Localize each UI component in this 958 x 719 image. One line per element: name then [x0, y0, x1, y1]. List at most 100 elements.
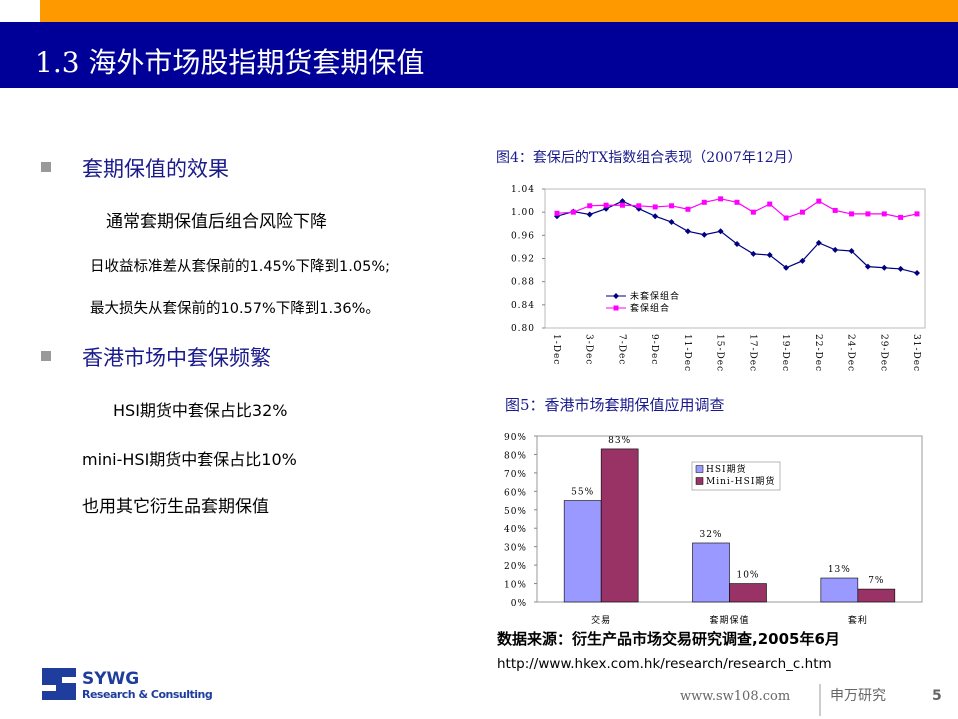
y-tick-label: 70% [504, 470, 527, 480]
bar [563, 500, 602, 603]
marker [914, 269, 920, 276]
source: 数据来源：衍生产品市场交易研究调查,2005年6月 [497, 630, 840, 648]
marker [570, 209, 576, 215]
marker [684, 228, 691, 235]
data-label: 83% [608, 436, 631, 446]
bullet-text: 套期保值的效果 [82, 157, 229, 181]
marker [914, 211, 920, 217]
marker [652, 213, 659, 220]
y-tick-label: 1.04 [511, 185, 535, 195]
marker [816, 198, 822, 204]
marker [783, 264, 790, 271]
legend-label: 套保组合 [630, 302, 670, 314]
y-tick-label: 50% [504, 507, 527, 517]
bar [820, 577, 859, 603]
marker [898, 214, 904, 220]
x-tick-label: 19-Dec [780, 334, 790, 372]
bar [857, 588, 896, 603]
org: 申万研究 [830, 688, 886, 704]
marker [668, 219, 675, 226]
logo: SYWG [82, 669, 139, 689]
x-tick-label: 29-Dec [878, 334, 888, 372]
bar [692, 542, 730, 603]
marker [864, 263, 871, 270]
x-tick-label: 31-Dec [911, 334, 921, 372]
chart-title: 图4：套保后的TX指数组合表现（2007年12月） [496, 150, 802, 166]
marker [717, 228, 724, 235]
marker [603, 202, 609, 208]
marker [718, 196, 724, 202]
marker [815, 239, 822, 246]
marker [750, 250, 757, 257]
marker [586, 211, 593, 218]
marker [701, 231, 708, 238]
title-bar [0, 22, 958, 88]
bullet-text: 香港市场中套保频繁 [82, 346, 271, 370]
y-tick-label: 30% [504, 544, 527, 554]
y-tick-label: 0% [511, 599, 527, 609]
marker [636, 203, 642, 209]
y-tick-label: 10% [504, 581, 527, 591]
marker [799, 257, 806, 264]
x-tick-label: 7-Dec [616, 334, 626, 365]
chart-title: 图5：香港市场套期保值应用调查 [505, 396, 725, 414]
marker [701, 199, 707, 205]
x-tick-label: 24-Dec [846, 334, 856, 372]
y-tick-label: 40% [504, 525, 527, 535]
bar [729, 583, 767, 603]
marker [881, 211, 887, 217]
legend-box [691, 461, 781, 491]
marker [766, 252, 773, 259]
bullet [41, 351, 51, 361]
marker [897, 265, 904, 272]
y-tick-label: 20% [504, 562, 527, 572]
y-tick-label: 1.00 [511, 208, 535, 218]
data-label: 32% [699, 530, 722, 540]
line [556, 200, 918, 274]
marker [849, 211, 855, 217]
legend-swatch [695, 465, 704, 473]
data-label: 10% [736, 571, 759, 581]
marker [881, 264, 888, 271]
data-label: 55% [571, 488, 594, 498]
bar [600, 448, 639, 603]
text: 日收益标准差从套保前的1.45%下降到1.05%; [90, 258, 390, 275]
top-band [40, 0, 958, 22]
y-tick-label: 60% [504, 488, 527, 498]
marker [832, 246, 839, 253]
x-tick-label: 交易 [591, 614, 611, 626]
marker [865, 211, 871, 217]
legend-marker [613, 305, 619, 311]
text: 最大损失从套保前的10.57%下降到1.36%。 [90, 300, 380, 317]
x-tick-label: 15-Dec [715, 334, 725, 372]
legend-label: HSI期货 [706, 463, 747, 475]
logo-icon [42, 668, 76, 700]
x-tick-label: 22-Dec [813, 334, 823, 372]
y-tick-label: 0.96 [511, 231, 535, 241]
slide-title: 1.3 海外市场股指期货套期保值 [35, 46, 424, 79]
marker [652, 204, 658, 210]
data-label: 13% [828, 565, 851, 575]
marker [554, 210, 560, 216]
text: HSI期货中套保占比32% [113, 401, 287, 420]
legend-label: Mini-HSI期货 [706, 475, 775, 487]
legend-marker [613, 293, 619, 299]
text: 通常套期保值后组合风险下降 [106, 212, 327, 232]
y-tick-label: 0.88 [511, 278, 535, 288]
x-tick-label: 11-Dec [682, 334, 692, 372]
marker [848, 247, 855, 254]
y-tick-label: 80% [504, 451, 527, 461]
url: www.sw108.com [680, 689, 790, 704]
y-tick-label: 0.80 [511, 324, 535, 334]
marker [587, 203, 593, 209]
marker [685, 206, 691, 212]
y-tick-label: 0.84 [511, 301, 535, 311]
marker [799, 209, 805, 215]
x-tick-label: 3-Dec [584, 334, 594, 365]
marker [734, 199, 740, 205]
x-tick-label: 1-Dec [551, 334, 561, 365]
page-number: 5 [932, 688, 942, 704]
marker [619, 198, 626, 205]
y-tick-label: 0.92 [511, 255, 535, 265]
